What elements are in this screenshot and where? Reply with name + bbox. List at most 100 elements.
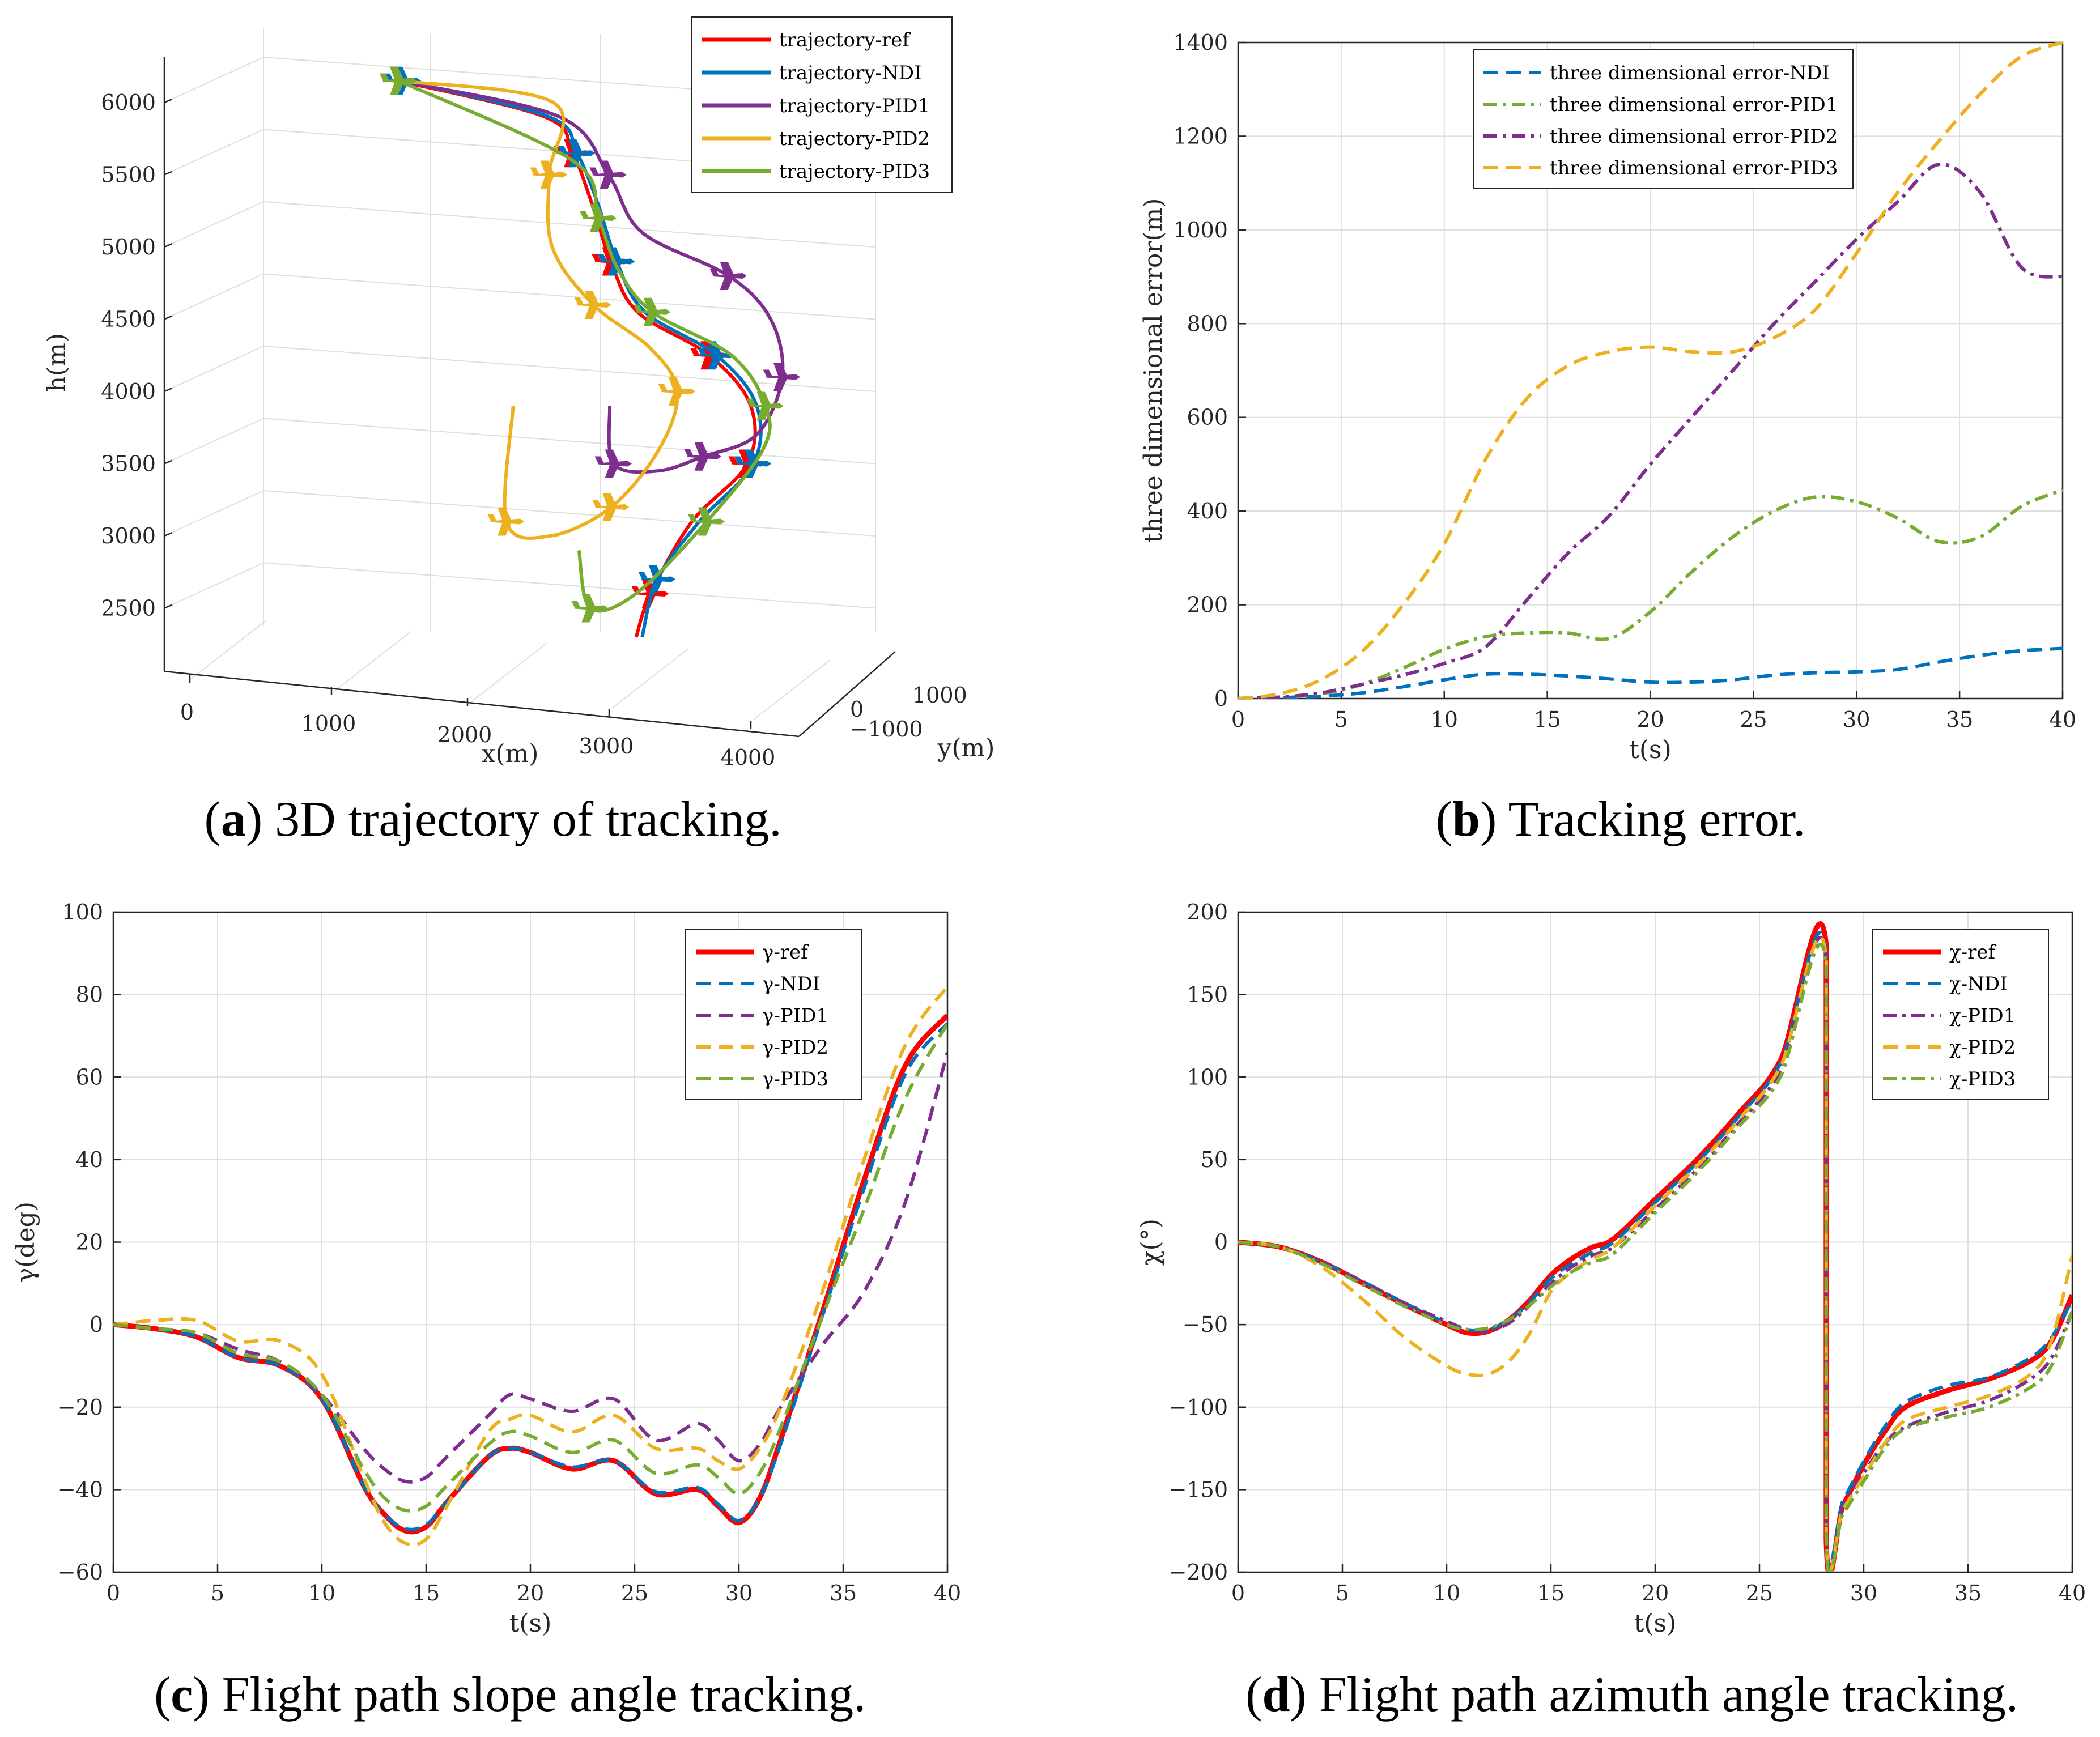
- y-tick-label: 600: [1187, 405, 1228, 430]
- z-gridline-back: [263, 562, 876, 609]
- aircraft-shape: [687, 507, 725, 536]
- y-tick-label: 60: [76, 1065, 103, 1089]
- y-tick-label: 50: [1201, 1147, 1228, 1172]
- y-tick-label: 200: [1187, 900, 1228, 925]
- y-tick-label: 150: [1187, 982, 1228, 1007]
- legend-entry: trajectory-PID2: [779, 127, 930, 150]
- y-tick-label: −100: [1169, 1395, 1228, 1420]
- z-tick-label: 3500: [101, 452, 156, 476]
- aircraft-shape: [589, 160, 627, 189]
- trajectory-ref: [398, 79, 757, 638]
- y-tick-label: 0: [1214, 686, 1228, 711]
- x-axis-line: [164, 670, 800, 738]
- aircraft-shape: [574, 291, 612, 319]
- z-gridline-back: [263, 273, 876, 320]
- legend: χ-ref χ-NDI χ-PID1 χ-PID2 χ-PID3: [1872, 929, 2049, 1100]
- x-axis-label: t(s): [1634, 1609, 1677, 1638]
- aircraft-shape: [597, 247, 635, 276]
- x-tick-label: 1000: [301, 711, 356, 736]
- aircraft-marker: [687, 507, 725, 536]
- x-tick-label: 15: [1537, 1581, 1565, 1606]
- caption-a: (a) 3D trajectory of tracking.: [205, 792, 782, 847]
- x-tick-label: 20: [1642, 1581, 1669, 1606]
- floor-gridline: [189, 620, 267, 680]
- y-tick-label: 1200: [1173, 124, 1228, 148]
- x-tick-label: 4000: [721, 745, 776, 770]
- y-tick-label: 40: [76, 1147, 103, 1172]
- x-tick-label: 2000: [437, 722, 492, 747]
- y-tick-label: −40: [58, 1477, 103, 1502]
- z-axis-label: h(m): [42, 333, 71, 392]
- aircraft-shape: [579, 204, 617, 232]
- series-line-ndi: [113, 1022, 947, 1531]
- legend: three dimensional error-NDI three dimensi…: [1473, 49, 1854, 189]
- y-axis-label: three dimensional error(m): [1139, 198, 1168, 543]
- y-tick-label: −200: [1169, 1560, 1228, 1585]
- y-tick-label: 1000: [912, 683, 967, 708]
- y-tick-label: −20: [58, 1395, 103, 1420]
- y-tick-label: −150: [1169, 1477, 1228, 1502]
- floor-gridline: [334, 631, 411, 692]
- panel-c-slope-angle: 0 5 10 15 20 25 30 35 40 −60 −40 −20 0 20 40 60 80 100 t(s…: [11, 900, 961, 1638]
- aircraft-marker: [594, 449, 632, 478]
- y-tick-label: −1000: [850, 717, 923, 742]
- x-tick-label: 35: [1946, 707, 1973, 732]
- aircraft-shape: [658, 377, 696, 406]
- aircraft-marker: [487, 507, 525, 536]
- legend-entry: three dimensional error-PID2: [1550, 125, 1838, 148]
- legend-entry: three dimensional error-PID1: [1550, 93, 1838, 116]
- aircraft-shape: [633, 297, 671, 326]
- z-gridline-left: [164, 201, 264, 248]
- x-tick-label: 40: [2059, 1581, 2086, 1606]
- x-tick-label: 40: [934, 1581, 961, 1606]
- series-line-pid1: [1238, 162, 2063, 699]
- z-gridline-left: [164, 418, 264, 465]
- series-line-pid3: [1238, 488, 2063, 699]
- aircraft-shape: [530, 160, 567, 189]
- x-axis-label: t(s): [509, 1609, 552, 1638]
- series-line-ndi: [1238, 646, 2063, 699]
- aircraft-marker: [633, 297, 671, 326]
- floor-gridline: [753, 659, 831, 720]
- z-gridline-back: [263, 346, 876, 392]
- z-gridline-back: [263, 201, 876, 248]
- aircraft-marker: [589, 160, 627, 189]
- aircraft-shape: [487, 507, 525, 536]
- z-gridline-left: [164, 57, 264, 103]
- aircraft-shape: [594, 449, 632, 478]
- series-line-pid2: [1238, 935, 2072, 1572]
- x-axis-label: t(s): [1629, 735, 1672, 764]
- aircraft-marker: [571, 594, 609, 623]
- legend-entry: χ-ref: [1949, 941, 1996, 964]
- panel-b-tracking-error: 0 5 10 15 20 25 30 35 40020040060080010001200140…: [1139, 30, 2076, 764]
- aircraft-shape: [746, 391, 784, 420]
- legend: γ-ref γ-NDI γ-PID1 γ-PID2 γ-PID3: [685, 929, 862, 1100]
- z-tick-mark: [164, 387, 173, 393]
- y-tick-label: 400: [1187, 499, 1228, 523]
- y-tick-label: 1000: [1173, 218, 1228, 242]
- y-axis-label: γ(deg): [11, 1202, 40, 1283]
- z-tick-label: 5500: [101, 163, 156, 188]
- plot-frame: [112, 911, 949, 1573]
- legend-box: [1872, 929, 2049, 1100]
- legend-entry: γ-ref: [762, 941, 809, 964]
- x-tick-label: 15: [1533, 707, 1561, 732]
- legend-entry: trajectory-ref: [779, 29, 911, 52]
- y-tick-label: 800: [1187, 311, 1228, 336]
- z-tick-mark: [164, 604, 173, 609]
- legend-entry: three dimensional error-NDI: [1550, 62, 1830, 84]
- aircraft-shape: [571, 594, 609, 623]
- x-tick-label: 5: [1336, 1581, 1349, 1606]
- y-tick-label: 80: [76, 982, 103, 1007]
- legend-entry: χ-PID3: [1949, 1068, 2016, 1091]
- z-tick-label: 4000: [101, 379, 156, 404]
- z-gridline-left: [164, 562, 264, 609]
- aircraft-shape: [592, 493, 630, 521]
- caption-c: (c) Flight path slope angle tracking.: [154, 1667, 866, 1722]
- y-axis-line: [798, 651, 896, 737]
- z-gridline-back: [263, 418, 876, 465]
- z-tick-mark: [164, 315, 173, 320]
- legend-entry: χ-NDI: [1949, 973, 2008, 995]
- z-tick-mark: [164, 98, 173, 104]
